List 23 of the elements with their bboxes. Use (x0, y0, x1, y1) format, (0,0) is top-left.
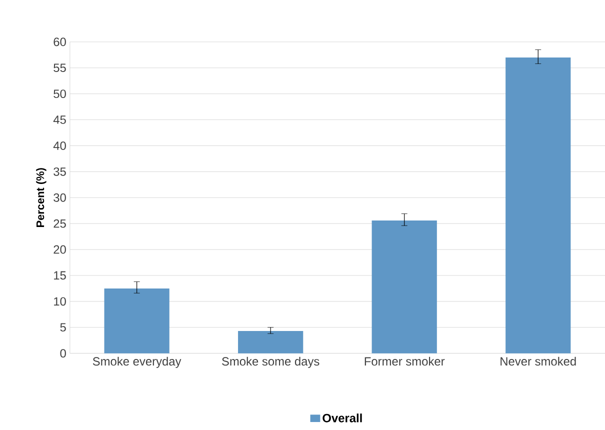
y-tick-label: 10 (54, 297, 66, 306)
y-tick-label: 55 (54, 64, 66, 72)
y-tick-label: 30 (54, 193, 66, 202)
y-tick-label: 0 (60, 348, 66, 358)
y-tick-label: 35 (54, 167, 66, 176)
y-tick-label: 5 (60, 323, 66, 332)
y-axis-title: Percent (%) (36, 168, 46, 227)
y-tick-label: 45 (53, 115, 66, 124)
y-tick-label: 60 (54, 38, 66, 46)
legend-label: Overall (322, 413, 362, 422)
y-tick-label: 40 (53, 141, 66, 150)
bar (238, 330, 304, 354)
bar (104, 288, 170, 354)
x-tick-label: Former smoker (364, 356, 445, 366)
bar (372, 220, 437, 354)
y-tick-label: 25 (54, 219, 66, 228)
x-tick-label: Never smoked (500, 356, 576, 366)
x-tick-label: Smoke everyday (92, 356, 182, 368)
y-tick-label: 50 (54, 89, 66, 98)
bar (506, 57, 571, 354)
x-tick-label: Smoke some days (222, 356, 320, 368)
y-tick-label: 15 (54, 271, 66, 280)
y-tick-label: 20 (54, 245, 66, 254)
